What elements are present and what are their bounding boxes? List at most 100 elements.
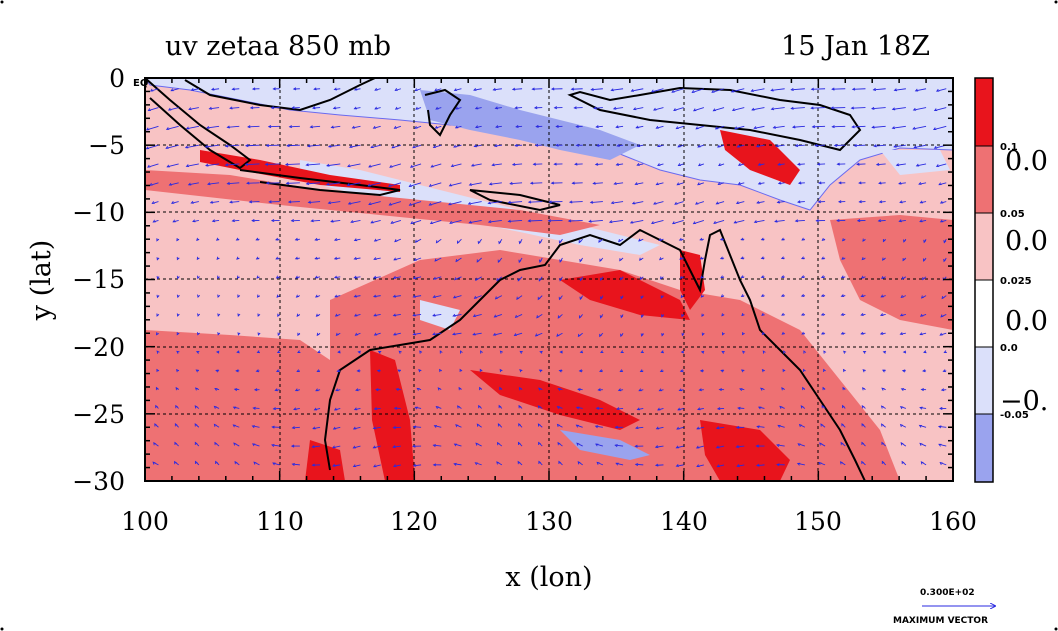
wind-vector xyxy=(471,163,482,167)
wind-vector-head xyxy=(468,182,473,186)
wind-vector-head xyxy=(882,369,886,373)
wind-vector-head xyxy=(740,294,745,297)
wind-vector-head xyxy=(315,388,319,392)
wind-vector-head xyxy=(600,350,604,354)
wind-vector-head xyxy=(375,388,379,392)
wind-vector xyxy=(448,201,462,206)
wind-vector xyxy=(186,163,199,167)
wind-vector-head xyxy=(840,331,845,335)
wind-vector-head xyxy=(496,278,500,282)
wind-vector-head xyxy=(414,239,419,243)
wind-vector-head xyxy=(598,369,603,373)
wind-vector-head xyxy=(457,240,460,245)
wind-vector-head xyxy=(823,368,826,373)
wind-vector xyxy=(614,182,624,185)
coast-newguinea xyxy=(567,86,862,152)
wind-vector-head xyxy=(276,350,281,353)
wind-vector-head xyxy=(858,181,862,185)
wind-vector-head xyxy=(297,350,301,353)
wind-vector xyxy=(429,182,442,187)
wind-vector-head xyxy=(204,144,209,148)
wind-vector-head xyxy=(553,106,558,110)
wind-vector-head xyxy=(272,462,276,466)
wind-vector-head xyxy=(434,88,438,92)
wind-vector-head xyxy=(873,144,877,148)
wind-vector xyxy=(916,163,927,167)
wind-vector-head xyxy=(291,463,295,467)
wind-vector-head xyxy=(294,237,299,241)
wind-vector-head xyxy=(842,368,846,373)
colorbar-label-large: 0.0 xyxy=(1005,306,1048,337)
wind-vector xyxy=(368,163,381,168)
wind-vector-head xyxy=(294,256,299,260)
wind-vector xyxy=(469,182,482,186)
wind-vector-head xyxy=(388,202,392,206)
pos-region-medium-west xyxy=(145,330,330,481)
wind-vector-head xyxy=(938,443,942,447)
wind-vector-head xyxy=(736,144,740,148)
wind-vector-head xyxy=(638,238,642,242)
wind-vector-head xyxy=(195,369,199,373)
wind-vector-head xyxy=(757,162,762,166)
wind-vector-head xyxy=(480,350,483,354)
wind-vector xyxy=(633,107,644,110)
wind-vector-head xyxy=(820,275,825,279)
wind-vector-head xyxy=(920,388,924,392)
colorbar-band-5 xyxy=(975,347,993,414)
wind-vector xyxy=(207,182,220,185)
wind-vector xyxy=(433,444,442,447)
wind-vector xyxy=(469,219,482,224)
wind-vector-head xyxy=(391,145,395,149)
wind-vector-head xyxy=(579,277,583,282)
wind-vector-head xyxy=(740,237,744,241)
wind-vector-head xyxy=(538,278,542,282)
wind-vector-head xyxy=(176,275,180,280)
wind-vector-head xyxy=(838,181,842,185)
colorbar-label: 0.025 xyxy=(1000,276,1032,287)
wind-vector-head xyxy=(514,314,519,319)
wind-vector-head xyxy=(943,258,947,263)
wind-vector-head xyxy=(577,333,581,338)
wind-vector-head xyxy=(770,107,775,111)
wind-vector-head xyxy=(578,240,582,244)
wind-vector-head xyxy=(332,426,337,430)
wind-vector-head xyxy=(592,181,596,185)
wind-vector-head xyxy=(740,256,744,260)
wind-vector-head xyxy=(357,350,361,354)
wind-vector-head xyxy=(818,181,822,185)
wind-vector-head xyxy=(487,220,492,224)
wind-vector-head xyxy=(453,144,457,148)
wind-vector-head xyxy=(850,106,855,110)
wind-vector-head xyxy=(255,369,260,373)
wind-vector-head xyxy=(632,107,637,111)
wind-vector-head xyxy=(190,200,194,204)
wind-vector-head xyxy=(460,350,463,354)
colorbar-label-large: 0.0 xyxy=(1005,146,1048,177)
wind-vector-head xyxy=(332,106,337,110)
wind-vector xyxy=(795,219,805,222)
wind-vector-head xyxy=(145,146,150,150)
wind-vector-head xyxy=(311,463,315,467)
wind-vector xyxy=(306,163,321,166)
wind-vector xyxy=(812,125,826,128)
wind-vector-head xyxy=(537,405,541,409)
wind-vector-head xyxy=(558,296,562,301)
wind-vector-head xyxy=(251,219,255,223)
wind-vector-head xyxy=(231,87,235,91)
wind-vector-head xyxy=(615,125,619,129)
wind-vector-head xyxy=(919,442,923,446)
wind-vector-head xyxy=(610,88,614,92)
wind-vector-head xyxy=(619,369,623,373)
coast-timor xyxy=(469,189,561,212)
wind-vector-head xyxy=(415,106,419,110)
wind-vector-head xyxy=(635,426,639,430)
colorbar-label-large: 0.0 xyxy=(1005,226,1048,257)
wind-vector-head xyxy=(918,424,923,428)
wind-vector-head xyxy=(372,445,376,449)
wind-vector-head xyxy=(899,200,903,204)
wind-vector-head xyxy=(306,144,311,148)
wind-vector-head xyxy=(777,424,781,428)
wind-vector xyxy=(873,88,886,91)
wind-vector-head xyxy=(449,220,453,224)
wind-vector-head xyxy=(673,108,677,111)
